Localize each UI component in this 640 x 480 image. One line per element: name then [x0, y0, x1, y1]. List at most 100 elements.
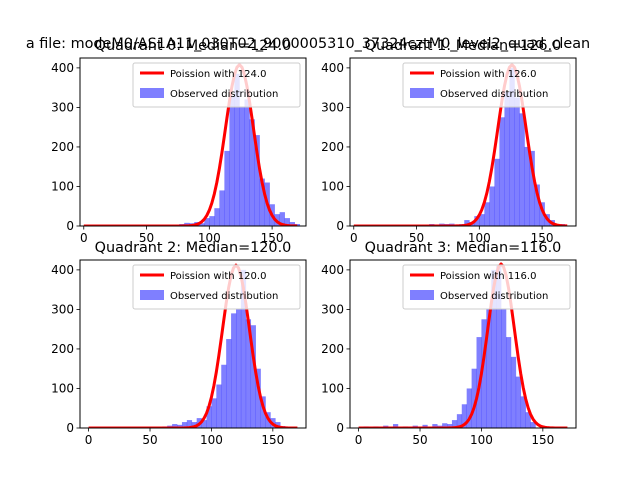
histogram-bar [234, 73, 240, 226]
histogram-bar [254, 135, 260, 226]
histogram-bar [447, 424, 453, 428]
legend-bar-label: Observed distribution [440, 89, 548, 100]
legend-bar-label: Observed distribution [440, 291, 548, 302]
x-tick-label: 50 [142, 433, 157, 447]
plot-area [358, 262, 568, 428]
histogram-bar [451, 420, 458, 428]
histogram-bar [464, 220, 470, 226]
histogram-bar [529, 150, 535, 226]
histogram-bar [471, 368, 477, 428]
histogram-bar [224, 150, 230, 226]
histogram-bar [484, 202, 490, 226]
histogram-bar [199, 223, 205, 226]
histogram-bar [181, 422, 188, 428]
y-tick-label: 200 [51, 140, 74, 154]
histogram-bar [505, 337, 512, 428]
legend-box [402, 264, 571, 310]
y-tick-label: 400 [51, 61, 74, 75]
histogram-bar [177, 424, 183, 428]
histogram-bar [481, 319, 487, 428]
histogram-bar [216, 384, 222, 428]
histogram-bar [250, 325, 256, 428]
histogram-bar [489, 186, 495, 226]
legend-bar-swatch [410, 88, 434, 98]
histogram-bar [530, 422, 536, 428]
x-tick-label: 50 [412, 433, 427, 447]
histogram-bar [214, 208, 220, 226]
histogram-bar [240, 269, 247, 428]
histogram-bar [509, 67, 515, 226]
histogram-bar [255, 368, 261, 428]
y-tick-label: 100 [51, 179, 74, 193]
histogram-bar [235, 309, 242, 428]
legend: Poission with 124.0 Observed distribution [132, 62, 301, 108]
histogram-bar [206, 406, 212, 428]
legend-box [402, 62, 571, 108]
histogram-bar [525, 412, 531, 428]
y-tick-label: 0 [66, 219, 74, 233]
legend-box [132, 62, 301, 108]
x-tick-label: 100 [468, 231, 491, 245]
histogram-bar [260, 396, 266, 428]
histogram-bar [259, 178, 265, 226]
histogram-bar [221, 364, 227, 428]
figure-title: a file: modeM0/AS1A11_030T02_9000005310_… [26, 36, 590, 52]
y-tick-label: 300 [51, 100, 74, 114]
quadrant-title: Quadrant 3: Median=116.0 [365, 240, 562, 256]
histogram-bar [479, 214, 485, 226]
quadrant-title: Quadrant 2: Median=120.0 [95, 240, 292, 256]
histogram-bar [461, 404, 467, 428]
histogram-bar [504, 91, 510, 226]
legend-box [132, 264, 301, 310]
legend-curve-label: Poission with 126.0 [440, 69, 536, 80]
legend: Poission with 120.0 Observed distribution [132, 264, 301, 310]
histogram-bar [494, 158, 500, 226]
y-tick-label: 0 [336, 421, 344, 435]
x-tick-label: 0 [355, 433, 363, 447]
histogram-bar [515, 376, 522, 428]
legend-curve-label: Poission with 120.0 [170, 271, 266, 282]
histogram-bar [275, 422, 281, 428]
histogram-bar [201, 420, 207, 428]
quadrant-2-panel: 0 50 100 150 0 100 200 300 400 Quadrant 2: Median… [51, 240, 307, 447]
x-tick-label: 150 [531, 433, 554, 447]
histogram-bar [510, 356, 517, 428]
histogram-bar [294, 224, 301, 226]
histogram-bar [211, 398, 217, 428]
histogram-bar [496, 265, 502, 428]
histogram-bar [486, 309, 492, 428]
histogram-bar [422, 424, 428, 428]
histogram-bar [284, 218, 290, 226]
histogram-bar [226, 339, 232, 428]
histogram-bar [245, 319, 252, 428]
x-tick-label: 0 [85, 433, 93, 447]
histogram-bar [219, 190, 225, 226]
histogram-bar [186, 420, 193, 428]
histogram-bar [474, 216, 480, 226]
y-tick-label: 200 [51, 342, 74, 356]
plot-area [88, 263, 298, 428]
y-tick-label: 200 [321, 140, 344, 154]
x-tick-label: 50 [139, 231, 154, 245]
histogram-bar [524, 146, 530, 226]
histogram-bar [244, 99, 250, 226]
y-tick-label: 300 [321, 100, 344, 114]
y-tick-label: 400 [321, 61, 344, 75]
axes-frame [79, 259, 307, 429]
histogram-bar [442, 423, 448, 428]
histogram-bar [539, 202, 545, 226]
x-tick-label: 100 [470, 433, 493, 447]
legend: Poission with 116.0 Observed distribution [402, 264, 571, 310]
histogram-bar [499, 117, 505, 226]
legend-curve-label: Poission with 124.0 [170, 69, 266, 80]
quadrant-title: Quadrant 0: Median=124.0 [95, 38, 292, 54]
histogram-bar [514, 97, 520, 226]
y-tick-label: 400 [321, 263, 344, 277]
y-tick-label: 100 [321, 179, 344, 193]
y-tick-label: 300 [51, 302, 74, 316]
x-tick-label: 0 [350, 231, 358, 245]
quadrant-title: Quadrant 1: Median=126.0 [365, 38, 562, 54]
histogram-bar [289, 222, 295, 226]
y-tick-label: 200 [321, 342, 344, 356]
